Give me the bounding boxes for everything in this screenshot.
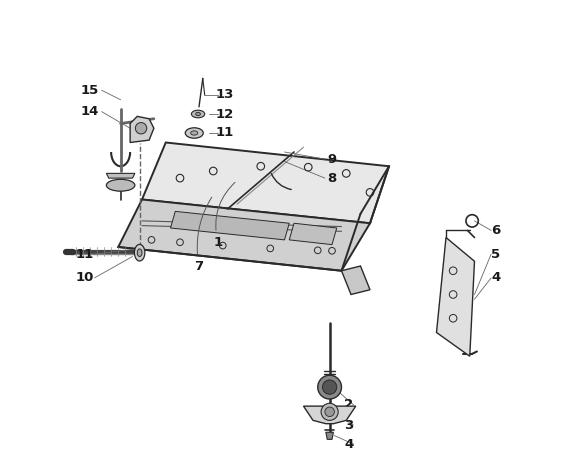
Circle shape bbox=[135, 123, 147, 134]
Circle shape bbox=[325, 407, 335, 417]
Text: 13: 13 bbox=[216, 88, 234, 102]
Ellipse shape bbox=[191, 110, 205, 118]
Text: 11: 11 bbox=[76, 247, 94, 261]
Polygon shape bbox=[171, 211, 289, 240]
Text: 12: 12 bbox=[216, 107, 234, 121]
Polygon shape bbox=[142, 142, 389, 223]
Text: 8: 8 bbox=[327, 171, 337, 185]
Polygon shape bbox=[303, 406, 356, 424]
Text: 3: 3 bbox=[344, 418, 353, 432]
Text: 6: 6 bbox=[491, 224, 501, 237]
Text: 10: 10 bbox=[76, 271, 94, 285]
Text: 15: 15 bbox=[81, 84, 99, 97]
Text: 7: 7 bbox=[195, 197, 212, 273]
Text: 9: 9 bbox=[327, 152, 336, 166]
Text: 4: 4 bbox=[491, 271, 501, 285]
Ellipse shape bbox=[191, 131, 198, 135]
Ellipse shape bbox=[106, 180, 135, 191]
Polygon shape bbox=[130, 116, 154, 142]
Polygon shape bbox=[289, 223, 337, 245]
Polygon shape bbox=[106, 173, 135, 178]
Text: 2: 2 bbox=[344, 398, 353, 411]
Circle shape bbox=[318, 375, 341, 399]
Polygon shape bbox=[341, 266, 370, 294]
Circle shape bbox=[321, 403, 338, 420]
Polygon shape bbox=[436, 238, 475, 356]
Ellipse shape bbox=[196, 112, 200, 116]
Text: 11: 11 bbox=[216, 126, 234, 140]
Text: 4: 4 bbox=[344, 437, 353, 451]
Polygon shape bbox=[118, 200, 370, 271]
Ellipse shape bbox=[185, 128, 203, 138]
Text: 5: 5 bbox=[491, 247, 501, 261]
Text: 1: 1 bbox=[213, 182, 235, 249]
Text: 14: 14 bbox=[81, 105, 99, 118]
Ellipse shape bbox=[137, 249, 142, 256]
Ellipse shape bbox=[134, 244, 145, 261]
Polygon shape bbox=[326, 432, 333, 439]
Circle shape bbox=[323, 380, 337, 394]
